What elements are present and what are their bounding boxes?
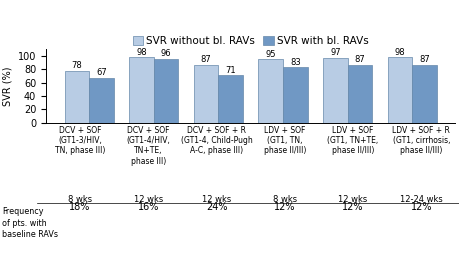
Bar	[89, 78, 113, 123]
Bar	[347, 64, 371, 123]
Text: 18%: 18%	[69, 202, 90, 212]
Text: 78: 78	[71, 61, 82, 70]
Text: 87: 87	[354, 55, 364, 64]
Bar	[282, 67, 307, 123]
Text: 97: 97	[329, 48, 340, 57]
Text: 12 wks: 12 wks	[202, 195, 231, 204]
Text: 87: 87	[200, 55, 211, 64]
Text: LDV + SOF + R
(GT1, cirrhosis,
phase II/III): LDV + SOF + R (GT1, cirrhosis, phase II/…	[392, 126, 449, 155]
Text: 24%: 24%	[205, 202, 227, 212]
Bar	[193, 64, 218, 123]
Text: 95: 95	[265, 50, 275, 59]
Text: 87: 87	[418, 55, 429, 64]
Bar	[322, 58, 347, 123]
Text: 8 wks: 8 wks	[68, 195, 92, 204]
Legend: SVR without bl. RAVs, SVR with bl. RAVs: SVR without bl. RAVs, SVR with bl. RAVs	[128, 32, 372, 51]
Y-axis label: SVR (%): SVR (%)	[2, 66, 12, 106]
Text: DCV + SOF
(GT1-3/HIV,
TN, phase III): DCV + SOF (GT1-3/HIV, TN, phase III)	[55, 126, 105, 155]
Text: Frequency
of pts. with
baseline RAVs: Frequency of pts. with baseline RAVs	[2, 207, 58, 239]
Bar	[218, 75, 242, 123]
Text: DCV + SOF
(GT1-4/HIV,
TN+TE,
phase III): DCV + SOF (GT1-4/HIV, TN+TE, phase III)	[126, 126, 170, 166]
Text: 67: 67	[96, 69, 106, 78]
Bar	[411, 64, 436, 123]
Text: 98: 98	[136, 48, 146, 57]
Text: 12 wks: 12 wks	[134, 195, 162, 204]
Bar	[387, 57, 411, 123]
Bar	[129, 57, 153, 123]
Text: 83: 83	[289, 58, 300, 67]
Text: 12%: 12%	[274, 202, 295, 212]
Text: 71: 71	[225, 66, 235, 75]
Text: 98: 98	[394, 48, 404, 57]
Text: LDV + SOF
(GT1, TN+TE,
phase II/III): LDV + SOF (GT1, TN+TE, phase II/III)	[327, 126, 378, 155]
Text: 12%: 12%	[341, 202, 363, 212]
Text: LDV + SOF
(GT1, TN,
phase II/III): LDV + SOF (GT1, TN, phase II/III)	[263, 126, 305, 155]
Bar	[258, 59, 282, 123]
Text: 12-24 wks: 12-24 wks	[399, 195, 442, 204]
Text: 96: 96	[160, 49, 171, 58]
Text: 16%: 16%	[137, 202, 159, 212]
Text: 12 wks: 12 wks	[338, 195, 367, 204]
Text: DCV + SOF + R
(GT1-4, Child-Pugh
A-C, phase III): DCV + SOF + R (GT1-4, Child-Pugh A-C, ph…	[180, 126, 252, 155]
Text: 8 wks: 8 wks	[272, 195, 296, 204]
Text: 12%: 12%	[409, 202, 431, 212]
Bar	[64, 71, 89, 123]
Bar	[153, 58, 178, 123]
